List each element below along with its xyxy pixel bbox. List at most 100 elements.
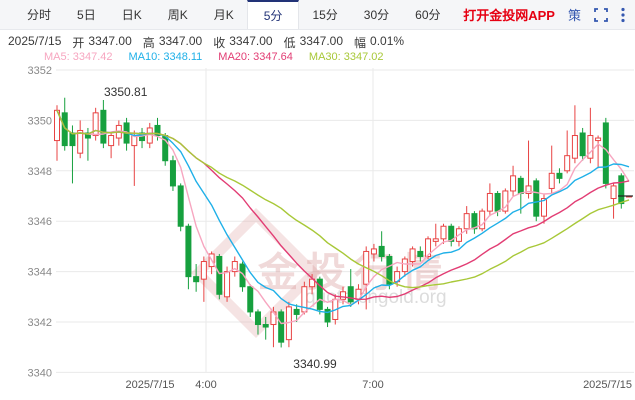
annotations: 3350.81 3340.99 xyxy=(104,85,337,371)
candle xyxy=(579,127,586,161)
candle xyxy=(193,264,200,292)
candle xyxy=(548,145,555,194)
axis-labels: 3352 3350 3348 3346 3344 3342 3340 2025/7/15 4:0… xyxy=(28,65,632,391)
ma-legend: MA5: 3347.42 MA10: 3348.11 MA20: 3347.64… xyxy=(44,51,384,63)
candle xyxy=(401,256,408,277)
candle xyxy=(200,256,207,302)
ma30-legend: MA30: 3347.02 xyxy=(308,51,384,63)
more-options-icon xyxy=(621,7,625,22)
tab-5日[interactable]: 5日 xyxy=(77,8,96,22)
grid xyxy=(56,68,634,373)
candle xyxy=(510,165,517,196)
candle xyxy=(602,117,609,189)
candle xyxy=(324,306,331,328)
candle xyxy=(285,301,292,348)
candle xyxy=(100,99,107,149)
candle xyxy=(254,309,261,335)
svg-text:2025/7/15: 2025/7/15 xyxy=(126,379,175,391)
candle xyxy=(540,193,547,224)
candle xyxy=(301,281,308,315)
quote-bar: 2025/7/15 开 3347.00 高 3347.00 收 3347.00 低 33… xyxy=(8,34,404,51)
candle xyxy=(239,261,246,292)
candle xyxy=(378,231,385,262)
svg-text:3348: 3348 xyxy=(28,166,52,178)
candle xyxy=(340,286,347,305)
svg-text:3350: 3350 xyxy=(28,115,52,127)
candle xyxy=(108,133,115,159)
candle xyxy=(448,223,455,247)
candle xyxy=(386,253,393,290)
tab-5分[interactable]: 5分 xyxy=(246,0,300,29)
high-value: 3347.00 xyxy=(158,34,203,48)
tab-分时[interactable]: 分时 xyxy=(27,8,52,22)
period-tabbar: 分时 5日 日K 周K 月K 5分 15分 30分 60分 打开金投网APP 策 xyxy=(0,0,635,30)
ma5-line xyxy=(56,110,630,325)
candle xyxy=(440,223,447,244)
candle xyxy=(432,223,439,247)
ma5-legend: MA5: 3347.42 xyxy=(44,51,113,63)
candle xyxy=(177,183,184,232)
candle xyxy=(247,284,254,317)
svg-text:quote.cngold.org: quote.cngold.org xyxy=(305,287,447,308)
low-value: 3347.00 xyxy=(299,34,344,48)
tab-日K[interactable]: 日K xyxy=(121,8,142,22)
close-label: 收 xyxy=(213,36,226,50)
candle xyxy=(479,208,486,232)
candle xyxy=(139,127,146,149)
candle xyxy=(77,120,84,159)
candle xyxy=(278,309,285,348)
candle xyxy=(595,135,602,169)
open-label: 开 xyxy=(72,36,85,50)
ma30-line xyxy=(56,110,630,289)
period-tabs: 分时 5日 日K 周K 月K 5分 15分 30分 60分 xyxy=(0,0,454,29)
fullscreen-icon xyxy=(594,7,608,22)
candle xyxy=(347,269,354,307)
candle xyxy=(417,246,424,262)
candle xyxy=(556,168,563,184)
low-label: 低 xyxy=(283,36,296,50)
candle xyxy=(502,188,509,214)
candle xyxy=(370,243,377,262)
strategy-button[interactable]: 策 xyxy=(567,8,581,23)
ma10-legend: MA10: 3348.11 xyxy=(128,51,203,63)
candle xyxy=(564,130,571,174)
svg-text:3342: 3342 xyxy=(28,317,52,329)
candle xyxy=(115,120,122,146)
tab-60分[interactable]: 60分 xyxy=(415,8,441,22)
high-label: 高 xyxy=(142,36,155,50)
svg-text:2025/7/15: 2025/7/15 xyxy=(583,379,632,391)
candle xyxy=(293,304,300,322)
tab-月K[interactable]: 月K xyxy=(213,8,234,22)
svg-text:7:00: 7:00 xyxy=(362,379,383,391)
candle xyxy=(185,223,192,290)
open-value: 3347.00 xyxy=(88,34,132,48)
range-label: 幅 xyxy=(354,36,367,50)
svg-text:3344: 3344 xyxy=(28,267,52,279)
more-options-button[interactable] xyxy=(621,7,625,23)
svg-text:3340: 3340 xyxy=(28,367,52,379)
candle xyxy=(231,256,238,277)
candle xyxy=(571,105,578,164)
svg-text:3340.99: 3340.99 xyxy=(293,357,337,371)
tab-30分[interactable]: 30分 xyxy=(363,8,390,22)
candle xyxy=(262,316,269,340)
close-value: 3347.00 xyxy=(229,34,273,48)
svg-text:3352: 3352 xyxy=(28,65,52,77)
candle xyxy=(92,107,99,141)
quote-date: 2025/7/15 xyxy=(8,34,62,48)
fullscreen-button[interactable] xyxy=(594,7,608,22)
tabbar-actions: 打开金投网APP 策 xyxy=(463,0,635,29)
candle xyxy=(409,246,416,267)
svg-text:3346: 3346 xyxy=(28,216,52,228)
svg-text:4:00: 4:00 xyxy=(195,379,216,391)
tab-15分[interactable]: 15分 xyxy=(312,8,338,22)
candle xyxy=(525,140,532,199)
open-app-link[interactable]: 打开金投网APP xyxy=(463,8,555,23)
candle xyxy=(533,178,540,222)
candle xyxy=(169,155,176,191)
candle xyxy=(587,107,594,164)
tab-周K[interactable]: 周K xyxy=(167,8,188,22)
ma20-legend: MA20: 3347.64 xyxy=(218,51,293,63)
